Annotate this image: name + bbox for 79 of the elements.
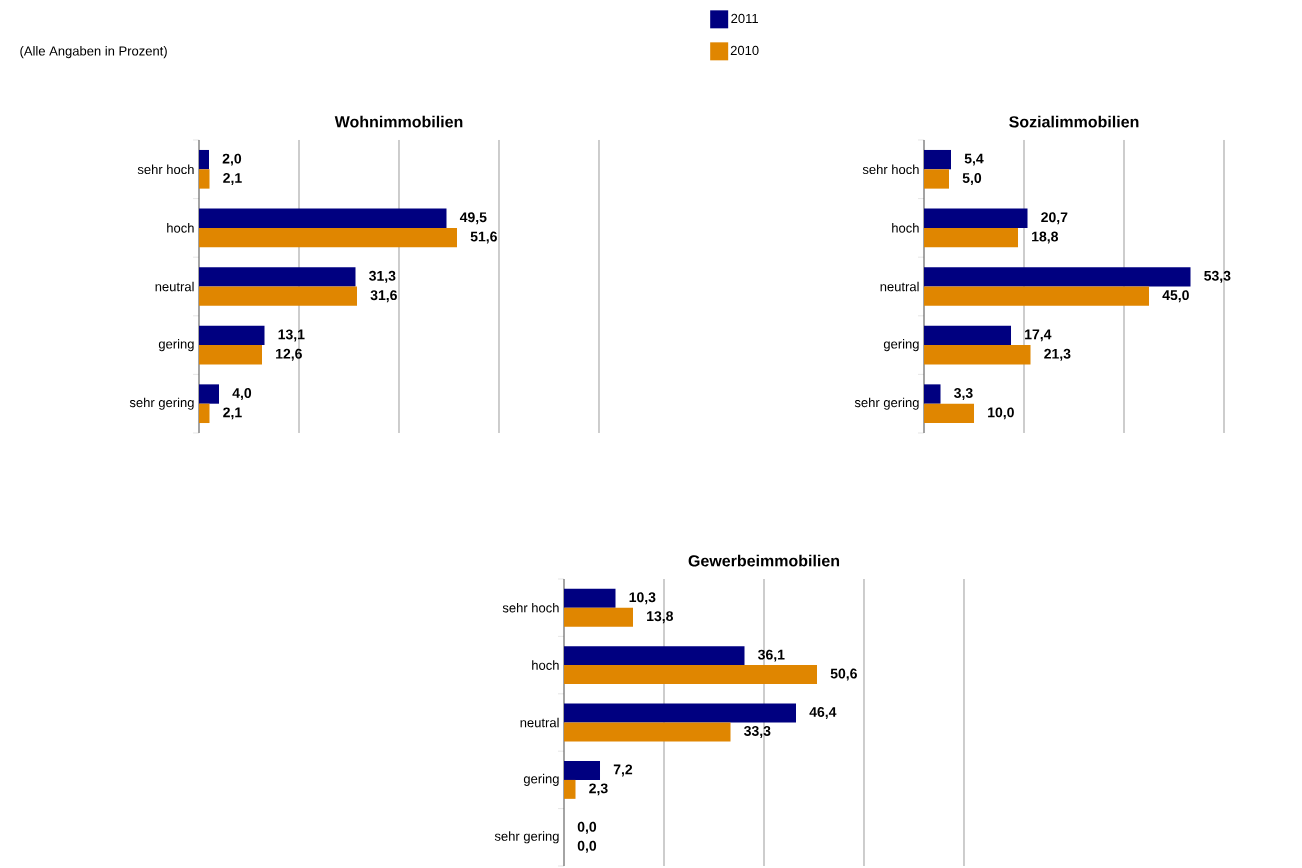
bar: [924, 286, 1150, 306]
chart-title: Gewerbeimmobilien: [688, 554, 840, 567]
y-tick-label: hoch: [532, 660, 559, 670]
bar: [924, 208, 1028, 228]
y-tick-label: gering: [523, 773, 559, 786]
bar: [564, 665, 817, 685]
legend-label: 2011: [731, 13, 758, 24]
data-label: 0,0: [577, 821, 597, 834]
bar: [924, 345, 1031, 365]
data-label: 45,0: [1162, 290, 1189, 303]
y-tick-label: sehr gering: [854, 397, 919, 410]
data-label: 33,3: [744, 726, 771, 738]
bar: [199, 208, 447, 228]
data-label: 0,0: [577, 840, 597, 853]
legend-label: 2010: [730, 45, 759, 56]
bar: [564, 722, 731, 742]
data-label: 2,1: [223, 172, 242, 185]
y-tick-label: sehr hoch: [862, 164, 919, 175]
data-label: 10,0: [988, 407, 1014, 420]
y-tick-label: hoch: [892, 223, 919, 233]
data-label: 13,1: [278, 329, 305, 342]
data-label: 2,1: [223, 407, 242, 420]
data-label: 49,5: [459, 212, 487, 225]
bar: [199, 286, 357, 306]
data-label: 46,4: [809, 707, 837, 720]
data-label: 51,6: [470, 231, 497, 244]
data-label: 3,3: [954, 388, 973, 400]
y-tick-label: gering: [883, 339, 919, 352]
y-tick-label: sehr gering: [494, 831, 559, 844]
y-tick-label: hoch: [167, 223, 194, 233]
bar: [564, 779, 576, 799]
bar: [924, 227, 1019, 248]
data-label: 5,4: [964, 153, 984, 166]
bar: [564, 703, 796, 723]
data-label: 12,6: [276, 348, 302, 361]
data-label: 18,8: [1032, 231, 1059, 244]
bar: [199, 227, 457, 248]
data-label: 20,7: [1041, 212, 1068, 225]
bar: [564, 760, 600, 780]
data-label: 4,0: [232, 388, 252, 400]
bar: [924, 169, 950, 189]
chart-title: Sozialimmobilien: [1009, 115, 1139, 128]
bar: [924, 149, 952, 170]
text: (Alle Angaben in Prozent): [20, 46, 167, 59]
y-tick-label: sehr gering: [129, 397, 194, 410]
y-tick-label: gering: [158, 339, 194, 352]
data-label: 21,3: [1044, 348, 1071, 361]
bar: [199, 325, 265, 346]
bar: [564, 646, 745, 666]
y-tick-label: neutral: [880, 281, 919, 292]
bar: [199, 403, 210, 424]
data-label: 7,2: [613, 764, 633, 777]
data-label: 50,6: [830, 668, 857, 681]
data-label: 17,4: [1025, 329, 1052, 342]
data-label: 10,3: [629, 592, 656, 605]
y-tick-label: sehr hoch: [137, 164, 194, 175]
data-label: 5,0: [962, 172, 982, 185]
data-label: 31,3: [369, 270, 396, 283]
bar: [924, 384, 941, 404]
bar: [199, 267, 356, 287]
bar: [199, 169, 210, 189]
data-label: 2,0: [222, 153, 242, 166]
data-label: 31,6: [370, 290, 397, 303]
bar: [924, 403, 975, 424]
data-label: 13,8: [647, 611, 674, 624]
y-tick-label: sehr hoch: [502, 602, 559, 613]
bar: [924, 267, 1191, 287]
bar: [564, 607, 633, 627]
chart-title: Wohnimmobilien: [334, 115, 463, 128]
y-tick-label: neutral: [520, 717, 559, 728]
y-tick-label: neutral: [155, 281, 194, 292]
bar: [924, 325, 1012, 346]
data-label: 53,3: [1204, 270, 1231, 283]
data-label: 36,1: [758, 649, 785, 662]
data-label: 2,3: [589, 783, 608, 796]
bar: [199, 345, 262, 365]
bar: [199, 149, 209, 170]
bar: [564, 588, 616, 608]
bar: [199, 384, 219, 404]
